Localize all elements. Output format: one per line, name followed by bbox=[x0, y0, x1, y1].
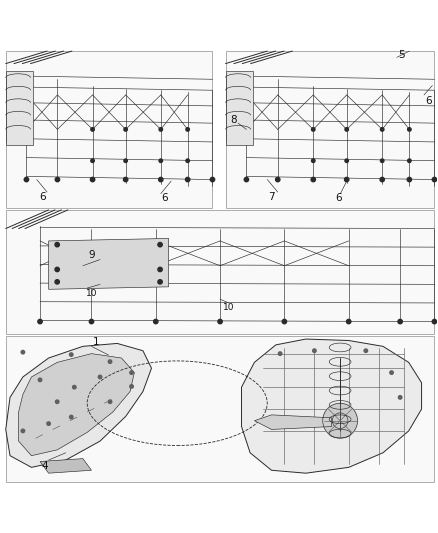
Circle shape bbox=[276, 177, 280, 182]
Text: 6: 6 bbox=[162, 193, 168, 204]
Circle shape bbox=[89, 319, 94, 324]
Polygon shape bbox=[6, 343, 152, 467]
FancyBboxPatch shape bbox=[6, 51, 212, 208]
Circle shape bbox=[38, 319, 42, 324]
Circle shape bbox=[346, 319, 351, 324]
Text: 8: 8 bbox=[230, 115, 237, 125]
Circle shape bbox=[130, 371, 133, 374]
Circle shape bbox=[279, 352, 282, 356]
Circle shape bbox=[432, 319, 437, 324]
FancyBboxPatch shape bbox=[226, 51, 434, 208]
Text: 1: 1 bbox=[92, 337, 99, 347]
Text: 7: 7 bbox=[268, 192, 275, 202]
Circle shape bbox=[98, 375, 102, 379]
Circle shape bbox=[108, 360, 112, 364]
FancyBboxPatch shape bbox=[6, 210, 434, 334]
Circle shape bbox=[56, 400, 59, 403]
Circle shape bbox=[159, 128, 162, 131]
Circle shape bbox=[21, 429, 25, 433]
Circle shape bbox=[158, 280, 162, 284]
Circle shape bbox=[311, 128, 315, 131]
Circle shape bbox=[124, 128, 127, 131]
Circle shape bbox=[124, 177, 128, 182]
Circle shape bbox=[381, 128, 384, 131]
FancyBboxPatch shape bbox=[6, 336, 434, 482]
Circle shape bbox=[311, 177, 315, 182]
Text: 10: 10 bbox=[223, 303, 234, 312]
Circle shape bbox=[158, 267, 162, 272]
Circle shape bbox=[73, 385, 76, 389]
Text: 4: 4 bbox=[41, 461, 48, 471]
Circle shape bbox=[108, 400, 112, 403]
Polygon shape bbox=[226, 71, 253, 145]
Text: 6: 6 bbox=[40, 192, 46, 202]
Text: 9: 9 bbox=[88, 249, 95, 260]
Circle shape bbox=[399, 395, 402, 399]
Circle shape bbox=[55, 280, 60, 284]
Circle shape bbox=[70, 415, 73, 419]
Circle shape bbox=[218, 319, 222, 324]
Circle shape bbox=[282, 319, 286, 324]
Polygon shape bbox=[18, 353, 134, 456]
Circle shape bbox=[345, 159, 349, 163]
Circle shape bbox=[21, 350, 25, 354]
Circle shape bbox=[313, 349, 316, 352]
Circle shape bbox=[408, 159, 411, 163]
Polygon shape bbox=[254, 415, 332, 430]
Circle shape bbox=[381, 159, 384, 163]
Circle shape bbox=[311, 159, 315, 163]
Text: 6: 6 bbox=[335, 193, 342, 204]
Circle shape bbox=[47, 422, 50, 425]
Circle shape bbox=[345, 128, 349, 131]
Text: 6: 6 bbox=[425, 96, 431, 106]
Circle shape bbox=[55, 177, 60, 182]
Polygon shape bbox=[40, 458, 92, 473]
Circle shape bbox=[38, 378, 42, 382]
Text: 10: 10 bbox=[86, 288, 97, 297]
Circle shape bbox=[210, 177, 215, 182]
Circle shape bbox=[185, 177, 190, 182]
Circle shape bbox=[124, 159, 127, 163]
Circle shape bbox=[390, 371, 393, 374]
Circle shape bbox=[91, 159, 94, 163]
Polygon shape bbox=[49, 238, 169, 289]
Polygon shape bbox=[6, 71, 32, 145]
Circle shape bbox=[91, 128, 94, 131]
Circle shape bbox=[364, 349, 367, 352]
Circle shape bbox=[130, 385, 133, 388]
Circle shape bbox=[407, 177, 412, 182]
Circle shape bbox=[432, 177, 437, 182]
Polygon shape bbox=[241, 339, 421, 473]
Text: 5: 5 bbox=[398, 50, 404, 60]
Circle shape bbox=[158, 243, 162, 247]
Circle shape bbox=[154, 319, 158, 324]
Circle shape bbox=[186, 159, 189, 163]
Circle shape bbox=[159, 177, 163, 182]
Circle shape bbox=[345, 177, 349, 182]
Circle shape bbox=[408, 128, 411, 131]
Circle shape bbox=[323, 403, 357, 438]
Circle shape bbox=[398, 319, 403, 324]
Circle shape bbox=[159, 159, 162, 163]
Circle shape bbox=[24, 177, 28, 182]
Circle shape bbox=[90, 177, 95, 182]
Circle shape bbox=[70, 353, 73, 357]
Circle shape bbox=[55, 243, 60, 247]
Circle shape bbox=[186, 128, 189, 131]
Circle shape bbox=[380, 177, 385, 182]
Circle shape bbox=[244, 177, 249, 182]
Circle shape bbox=[55, 267, 60, 272]
